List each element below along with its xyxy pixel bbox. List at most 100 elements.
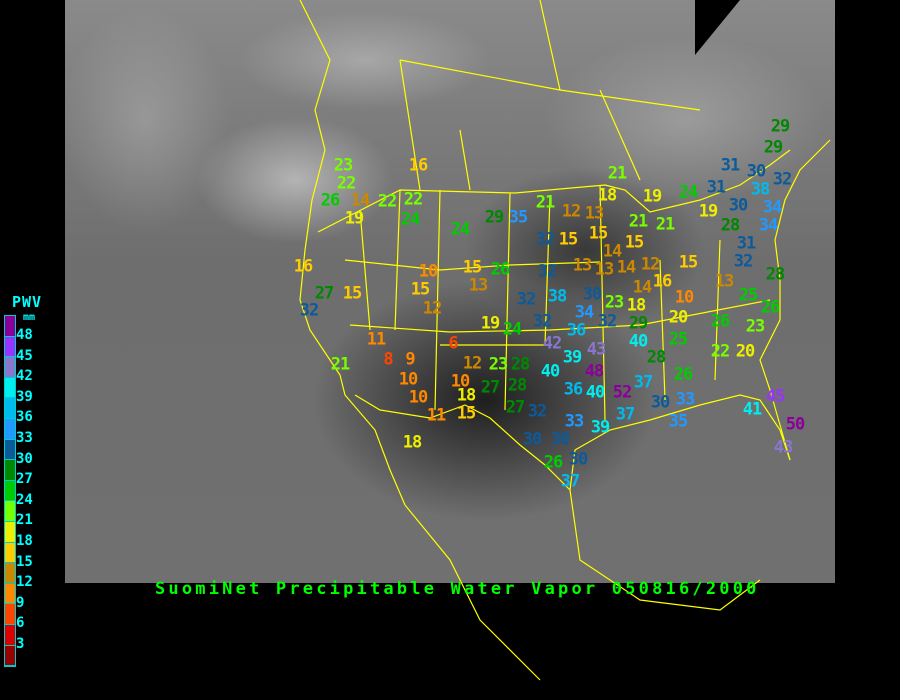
station-pwv-value: 50 xyxy=(785,414,806,435)
legend-swatch xyxy=(5,398,15,419)
west-coast xyxy=(299,59,406,506)
station-pwv-value: 12 xyxy=(422,298,443,319)
station-pwv-value: 32 xyxy=(772,169,793,190)
station-pwv-value: 24 xyxy=(502,319,523,340)
station-pwv-value: 6 xyxy=(448,333,458,354)
station-pwv-value: 36 xyxy=(566,320,587,341)
station-pwv-value: 15 xyxy=(678,252,699,273)
station-pwv-value: 10 xyxy=(418,261,439,282)
station-pwv-value: 26 xyxy=(490,259,511,280)
station-pwv-value: 25 xyxy=(738,285,759,306)
station-pwv-value: 9 xyxy=(405,349,415,370)
station-pwv-value: 8 xyxy=(383,349,393,370)
station-pwv-value: 39 xyxy=(562,347,583,368)
legend-tick-label: 42 xyxy=(16,368,33,385)
station-pwv-value: 15 xyxy=(456,403,477,424)
station-pwv-value: 38 xyxy=(547,286,568,307)
canada-us-border xyxy=(317,149,791,233)
station-pwv-value: 13 xyxy=(584,203,605,224)
legend-tick-label: 36 xyxy=(16,409,33,426)
station-pwv-value: 35 xyxy=(668,411,689,432)
station-pwv-value: 29 xyxy=(770,116,791,137)
station-pwv-value: 30 xyxy=(582,284,603,305)
station-pwv-value: 40 xyxy=(585,382,606,403)
legend-swatch xyxy=(5,501,15,522)
station-pwv-value: 23 xyxy=(488,354,509,375)
legend-swatch xyxy=(5,604,15,625)
station-pwv-value: 26 xyxy=(710,311,731,332)
station-pwv-value: 32 xyxy=(527,401,548,422)
station-pwv-value: 14 xyxy=(350,190,371,211)
station-pwv-value: 30 xyxy=(650,392,671,413)
station-pwv-value: 30 xyxy=(550,429,571,450)
station-pwv-value: 45 xyxy=(765,386,786,407)
station-pwv-value: 24 xyxy=(450,219,471,240)
station-pwv-value: 15 xyxy=(342,283,363,304)
station-pwv-value: 30 xyxy=(746,161,767,182)
station-pwv-value: 21 xyxy=(535,192,556,213)
station-pwv-value: 29 xyxy=(484,207,505,228)
station-pwv-value: 27 xyxy=(480,377,501,398)
station-pwv-value: 37 xyxy=(560,471,581,492)
station-pwv-value: 28 xyxy=(720,215,741,236)
legend-tick-label: 6 xyxy=(16,615,25,632)
station-pwv-value: 33 xyxy=(675,389,696,410)
legend-swatch xyxy=(5,542,15,564)
station-pwv-value: 30 xyxy=(728,195,749,216)
legend-tick-label: 45 xyxy=(16,347,33,364)
station-pwv-value: 23 xyxy=(745,316,766,337)
canada-lines xyxy=(299,0,701,181)
station-pwv-value: 12 xyxy=(561,201,582,222)
legend-tick-label: 18 xyxy=(16,533,33,549)
legend-swatch xyxy=(5,583,15,605)
station-pwv-value: 22 xyxy=(403,189,424,210)
legend-swatch xyxy=(5,336,15,358)
station-pwv-value: 12 xyxy=(462,353,483,374)
station-pwv-value: 33 xyxy=(564,411,585,432)
station-pwv-value: 11 xyxy=(426,405,447,426)
legend-swatch xyxy=(5,563,15,584)
legend-tick-label: 33 xyxy=(16,430,33,446)
station-pwv-value: 26 xyxy=(320,190,341,211)
station-pwv-value: 36 xyxy=(563,379,584,400)
station-pwv-value: 31 xyxy=(706,177,727,198)
station-pwv-value: 40 xyxy=(540,361,561,382)
legend-tick-label: 27 xyxy=(16,471,33,488)
station-pwv-value: 32 xyxy=(535,229,556,250)
station-pwv-value: 43 xyxy=(773,437,794,458)
station-pwv-value: 12 xyxy=(640,254,661,275)
station-pwv-value: 18 xyxy=(456,385,477,406)
station-pwv-value: 26 xyxy=(673,364,694,385)
station-pwv-value: 13 xyxy=(468,275,489,296)
station-pwv-value: 32 xyxy=(299,300,320,321)
station-pwv-value: 16 xyxy=(652,271,673,292)
station-pwv-value: 15 xyxy=(410,279,431,300)
station-pwv-value: 16 xyxy=(408,155,429,176)
legend-tick-label: 30 xyxy=(16,450,33,467)
station-pwv-value: 28 xyxy=(646,347,667,368)
east-coast xyxy=(759,139,831,461)
station-pwv-value: 38 xyxy=(750,179,771,200)
station-pwv-value: 27 xyxy=(505,397,526,418)
legend-swatch xyxy=(5,357,15,378)
legend-tick-label: 39 xyxy=(16,388,33,405)
legend-swatch xyxy=(5,645,15,667)
satellite-image xyxy=(65,0,835,583)
station-pwv-value: 20 xyxy=(735,341,756,362)
station-pwv-value: 32 xyxy=(597,311,618,332)
station-pwv-value: 14 xyxy=(632,277,653,298)
station-pwv-value: 14 xyxy=(616,257,637,278)
station-pwv-value: 39 xyxy=(590,417,611,438)
station-pwv-value: 24 xyxy=(678,182,699,203)
station-pwv-value: 15 xyxy=(462,257,483,278)
station-pwv-value: 41 xyxy=(742,399,763,420)
station-pwv-value: 26 xyxy=(760,297,781,318)
station-pwv-value: 24 xyxy=(400,209,421,230)
station-pwv-value: 11 xyxy=(366,329,387,350)
no-data-corner xyxy=(695,0,740,55)
station-pwv-value: 52 xyxy=(612,382,633,403)
station-pwv-value: 48 xyxy=(584,361,605,382)
legend-tick-label: 15 xyxy=(16,553,33,570)
